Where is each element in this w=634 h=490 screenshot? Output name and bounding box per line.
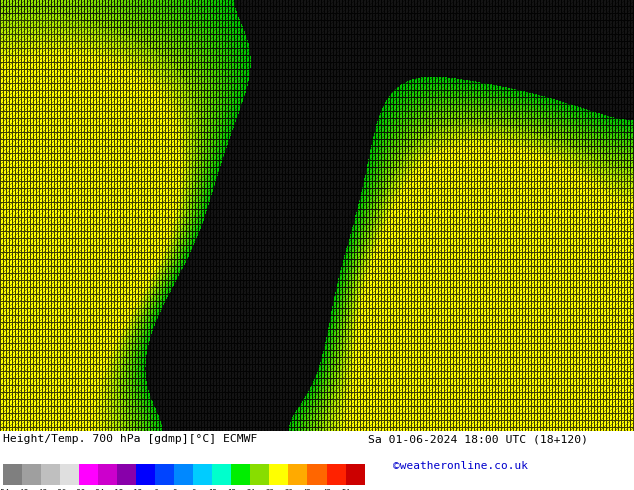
Bar (231, 464, 250, 485)
Bar (79, 464, 98, 485)
Text: Height/Temp. 700 hPa [gdmp][°C] ECMWF: Height/Temp. 700 hPa [gdmp][°C] ECMWF (3, 434, 257, 444)
Text: -54: -54 (0, 489, 10, 490)
Text: 12: 12 (208, 489, 217, 490)
Text: 24: 24 (246, 489, 255, 490)
Bar (288, 464, 307, 485)
Bar (3, 464, 22, 485)
Bar (307, 464, 327, 485)
Text: ©weatheronline.co.uk: ©weatheronline.co.uk (393, 461, 528, 470)
Text: Sa 01-06-2024 18:00 UTC (18+120): Sa 01-06-2024 18:00 UTC (18+120) (368, 434, 588, 444)
Bar (269, 464, 288, 485)
Bar (98, 464, 117, 485)
Bar (212, 464, 231, 485)
Text: -24: -24 (92, 489, 105, 490)
Text: -36: -36 (54, 489, 67, 490)
Text: 18: 18 (227, 489, 236, 490)
Bar (117, 464, 136, 485)
Text: 0: 0 (172, 489, 176, 490)
Text: 36: 36 (284, 489, 293, 490)
Bar (22, 464, 41, 485)
Bar (193, 464, 212, 485)
Text: -48: -48 (16, 489, 29, 490)
Bar (41, 464, 60, 485)
Text: 30: 30 (265, 489, 274, 490)
Text: 42: 42 (303, 489, 312, 490)
Text: 6: 6 (191, 489, 195, 490)
Text: -6: -6 (151, 489, 160, 490)
Bar (250, 464, 269, 485)
Text: 48: 48 (322, 489, 331, 490)
Text: -42: -42 (35, 489, 48, 490)
Text: -12: -12 (130, 489, 143, 490)
Bar (155, 464, 174, 485)
Text: -30: -30 (73, 489, 86, 490)
Bar (346, 464, 365, 485)
Text: 54: 54 (341, 489, 350, 490)
Bar (136, 464, 155, 485)
Bar (174, 464, 193, 485)
Text: -18: -18 (111, 489, 124, 490)
Bar (60, 464, 79, 485)
Bar (327, 464, 346, 485)
